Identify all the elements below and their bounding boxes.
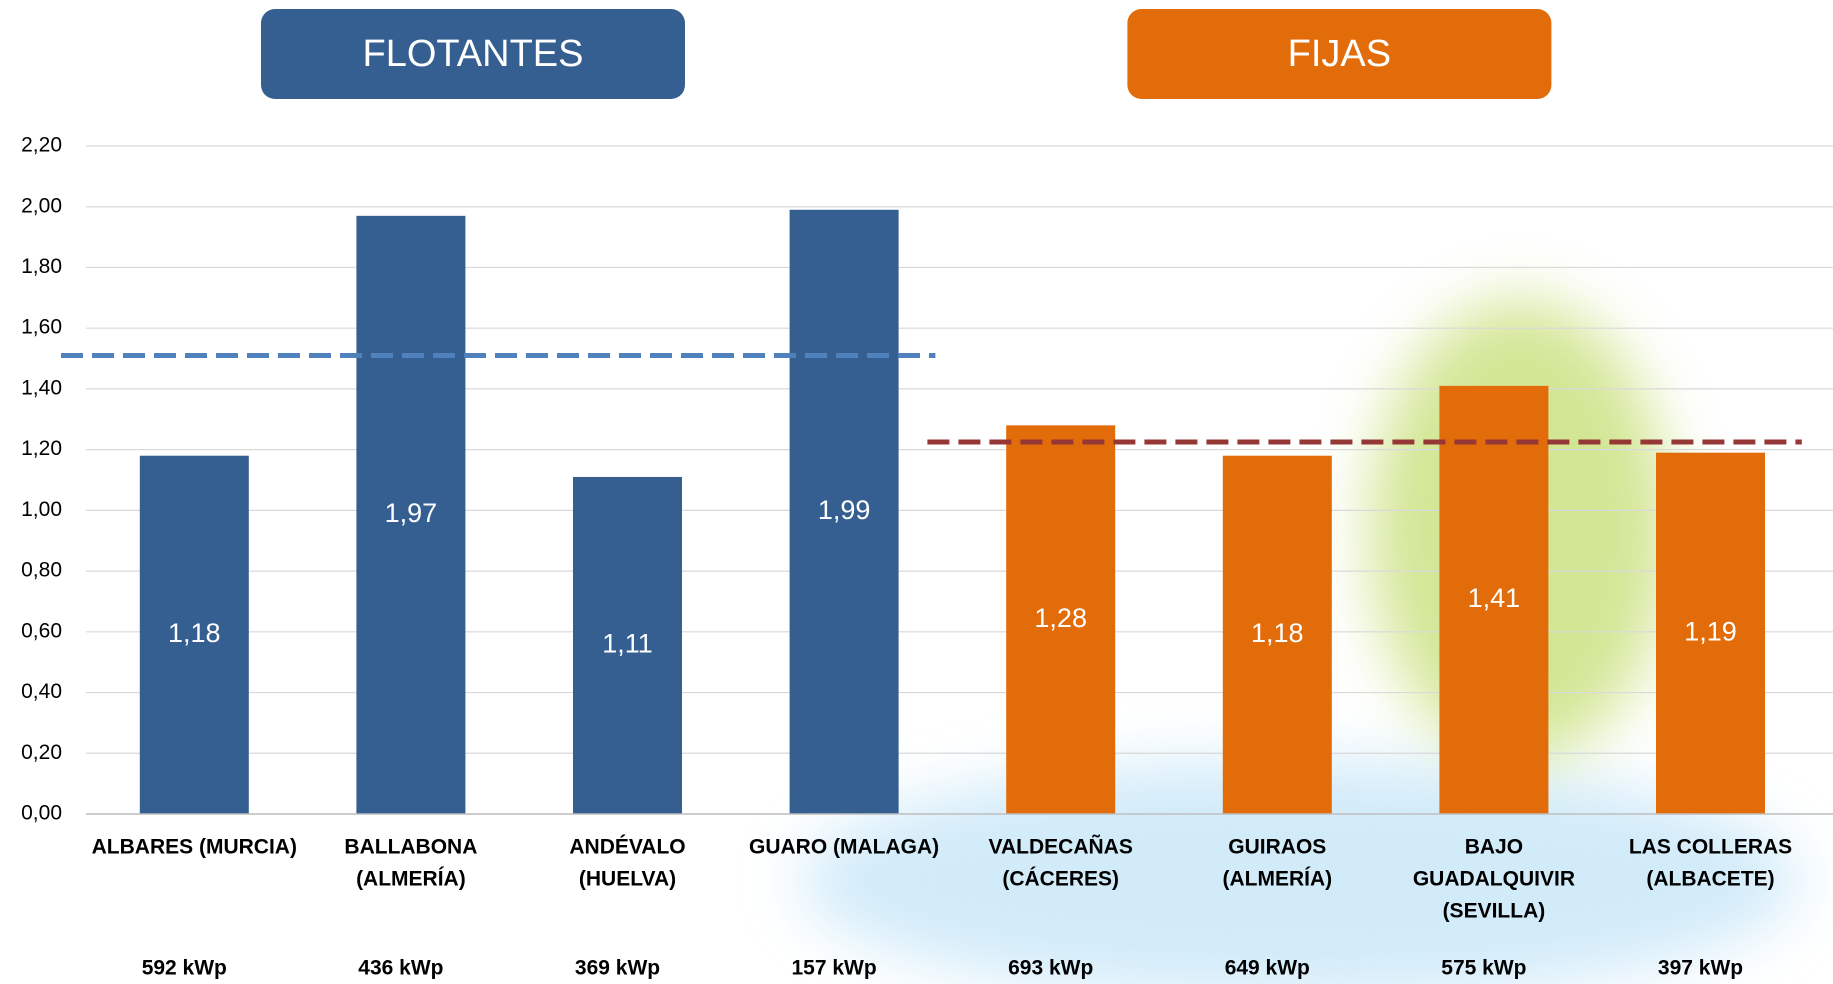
x-tick-label: GUIRAOS (1228, 836, 1326, 859)
y-tick-label: 0,80 (21, 559, 62, 582)
capacity-label: 693 kWp (1008, 957, 1093, 980)
y-tick-label: 1,80 (21, 255, 62, 278)
y-tick-label: 1,20 (21, 437, 62, 460)
value-label: 1,99 (818, 495, 871, 525)
y-tick-label: 0,40 (21, 680, 62, 703)
capacity-label: 397 kWp (1658, 957, 1743, 980)
group-header-label: FIJAS (1288, 33, 1391, 75)
group-header-label: FLOTANTES (363, 33, 584, 75)
x-tick-label: (ALMERÍA) (356, 868, 466, 891)
capacity-label: 649 kWp (1225, 957, 1310, 980)
value-label: 1,18 (1251, 618, 1304, 648)
x-tick-label: BAJO (1465, 836, 1523, 859)
y-tick-label: 0,20 (21, 741, 62, 764)
capacity-label: 436 kWp (358, 957, 443, 980)
capacity-label: 369 kWp (575, 957, 660, 980)
x-tick-label: ANDÉVALO (569, 836, 685, 859)
y-tick-label: 1,00 (21, 498, 62, 521)
chart: 0,00 0,20 0,40 0,60 0,80 1,00 1,20 1,40 1,60 1,80… (0, 0, 1833, 984)
x-tick-label: GUARO (MALAGA) (749, 836, 939, 859)
value-label: 1,11 (602, 629, 653, 659)
x-tick-label: (SEVILLA) (1443, 900, 1546, 923)
value-label: 1,97 (385, 498, 438, 528)
capacity-label: 575 kWp (1441, 957, 1526, 980)
x-tick-label: (CÁCERES) (1002, 868, 1119, 891)
capacity-label: 592 kWp (142, 957, 227, 980)
x-tick-label: GUADALQUIVIR (1413, 868, 1575, 891)
x-tick-label: (ALMERÍA) (1222, 868, 1332, 891)
value-label: 1,41 (1468, 583, 1521, 613)
value-label: 1,19 (1684, 616, 1737, 646)
x-tick-label: LAS COLLERAS (1629, 836, 1792, 859)
x-tick-label: VALDECAÑAS (989, 836, 1133, 859)
x-tick-label: (ALBACETE) (1646, 868, 1774, 891)
y-tick-label: 2,20 (21, 134, 62, 157)
capacity-label: 157 kWp (791, 957, 876, 980)
x-tick-label: (HUELVA) (579, 868, 676, 891)
value-label: 1,18 (168, 618, 221, 648)
value-label: 1,28 (1034, 603, 1087, 633)
x-tick-label: ALBARES (MURCIA) (92, 836, 297, 859)
x-tick-label: BALLABONA (344, 836, 477, 859)
y-tick-label: 0,60 (21, 619, 62, 642)
y-tick-label: 1,60 (21, 316, 62, 339)
y-tick-label: 2,00 (21, 194, 62, 217)
y-tick-label: 1,40 (21, 376, 62, 399)
y-tick-label: 0,00 (21, 802, 62, 825)
